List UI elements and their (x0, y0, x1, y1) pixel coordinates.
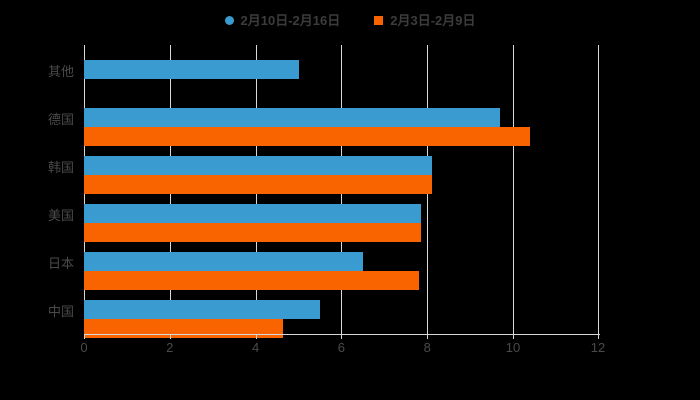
x-axis-label-12: 12 (590, 340, 606, 355)
legend-label-series-a: 2月10日-2月16日 (240, 12, 341, 28)
gridline-12 (598, 45, 599, 334)
x-tick-10 (513, 334, 514, 339)
x-axis-labels: 0 2 4 6 8 10 12 (0, 340, 700, 360)
x-tick-8 (427, 334, 429, 339)
y-axis-label-3: 美国 (47, 208, 74, 223)
legend-item-series-a[interactable]: 2月10日-2月16日 (224, 12, 341, 28)
y-axis-label-2: 韩国 (47, 160, 74, 175)
y-axis-label-5: 中国 (47, 304, 74, 319)
x-tick-6 (341, 334, 343, 339)
x-tick-2 (169, 334, 171, 339)
bar-series-b-2[interactable] (84, 175, 432, 194)
x-tick-4 (255, 334, 257, 339)
plot-area (84, 45, 599, 338)
legend-square-marker-icon (374, 15, 384, 25)
gridline-10 (513, 45, 514, 334)
legend-circle-marker-icon (224, 15, 234, 25)
x-axis-label-8: 8 (423, 340, 431, 355)
legend-label-series-b: 2月3日-2月9日 (390, 12, 476, 28)
bar-series-a-1[interactable] (84, 108, 501, 127)
x-axis-label-0: 0 (80, 340, 88, 355)
x-axis-label-6: 6 (337, 340, 346, 355)
bar-series-a-0[interactable] (84, 60, 299, 79)
x-axis-label-10: 10 (505, 340, 521, 355)
x-tick-0 (84, 334, 85, 339)
bar-series-a-4[interactable] (84, 252, 363, 271)
y-axis-label-4: 日本 (47, 256, 74, 271)
legend-item-series-b[interactable]: 2月3日-2月9日 (374, 14, 475, 27)
x-tick-12 (598, 334, 599, 339)
bar-series-a-2[interactable] (84, 156, 432, 175)
bar-series-a-5[interactable] (84, 300, 320, 319)
bar-series-b-1[interactable] (84, 127, 531, 146)
chart-legend: 2月10日-2月16日 2月3日-2月9日 (0, 8, 700, 32)
y-axis-labels: 其他 德国 韩国 美国 日本 中国 (0, 45, 74, 334)
x-axis-label-4: 4 (251, 340, 260, 355)
bar-series-b-4[interactable] (84, 271, 419, 290)
bar-series-a-3[interactable] (84, 204, 421, 223)
y-axis-label-1: 德国 (47, 112, 74, 127)
bar-series-b-5[interactable] (84, 319, 283, 338)
x-axis-label-2: 2 (166, 340, 174, 355)
bar-series-b-3[interactable] (84, 223, 421, 242)
y-axis-label-0: 其他 (47, 64, 74, 79)
